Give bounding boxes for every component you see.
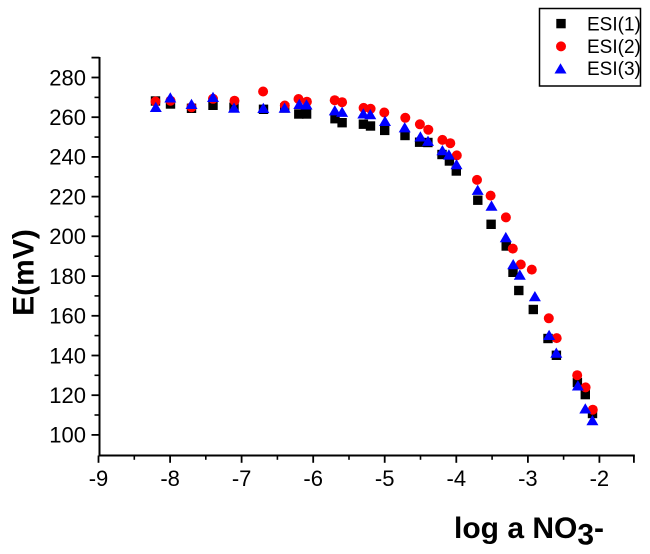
svg-text:240: 240 (49, 145, 86, 170)
svg-text:260: 260 (49, 105, 86, 130)
svg-text:-3: -3 (518, 466, 538, 491)
svg-text:log a NO3-: log a NO3- (454, 512, 604, 552)
svg-text:ESI(2): ESI(2) (587, 37, 641, 58)
svg-text:220: 220 (49, 184, 86, 209)
svg-text:200: 200 (49, 224, 86, 249)
svg-text:-6: -6 (303, 466, 323, 491)
svg-text:-4: -4 (447, 466, 467, 491)
svg-text:-8: -8 (160, 466, 180, 491)
svg-text:160: 160 (49, 304, 86, 329)
svg-text:-9: -9 (89, 466, 109, 491)
svg-text:-2: -2 (590, 466, 610, 491)
svg-text:ESI(3): ESI(3) (587, 59, 641, 80)
svg-text:E(mV): E(mV) (8, 229, 41, 316)
svg-text:-7: -7 (232, 466, 252, 491)
svg-text:120: 120 (49, 383, 86, 408)
svg-text:140: 140 (49, 343, 86, 368)
svg-text:-5: -5 (375, 466, 395, 491)
svg-text:ESI(1): ESI(1) (587, 14, 641, 35)
svg-text:180: 180 (49, 264, 86, 289)
svg-text:100: 100 (49, 423, 86, 448)
svg-text:280: 280 (49, 65, 86, 90)
